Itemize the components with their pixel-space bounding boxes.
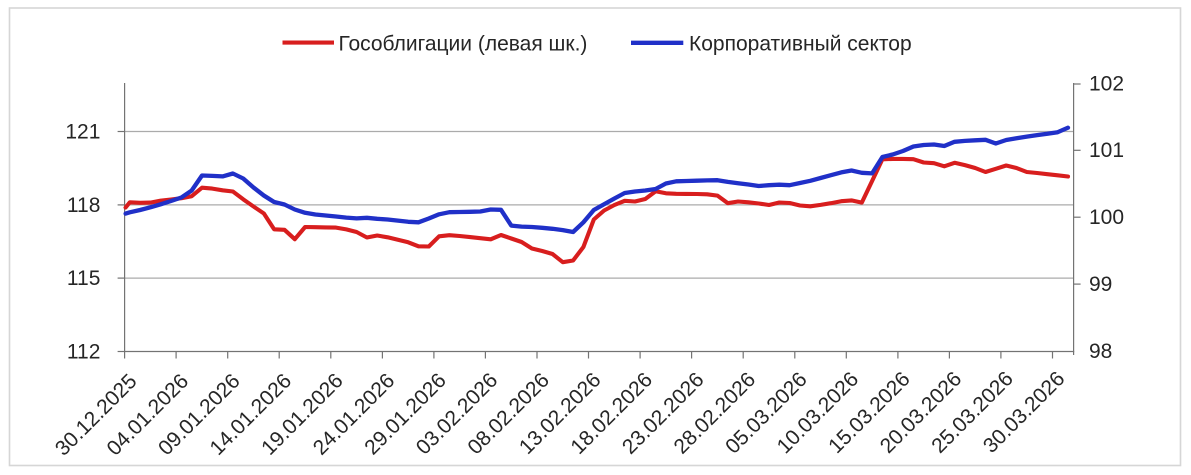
svg-text:101: 101 (1089, 139, 1124, 162)
svg-text:115: 115 (67, 267, 100, 290)
svg-text:99: 99 (1089, 273, 1112, 296)
svg-text:100: 100 (1089, 206, 1124, 229)
svg-text:121: 121 (65, 120, 100, 143)
svg-text:Корпоративный сектор: Корпоративный сектор (689, 32, 912, 55)
svg-text:118: 118 (67, 194, 100, 217)
svg-text:98: 98 (1089, 340, 1112, 363)
svg-text:Гособлигации (левая шк.): Гособлигации (левая шк.) (339, 32, 588, 55)
svg-text:112: 112 (67, 340, 100, 363)
svg-text:102: 102 (1089, 72, 1124, 95)
